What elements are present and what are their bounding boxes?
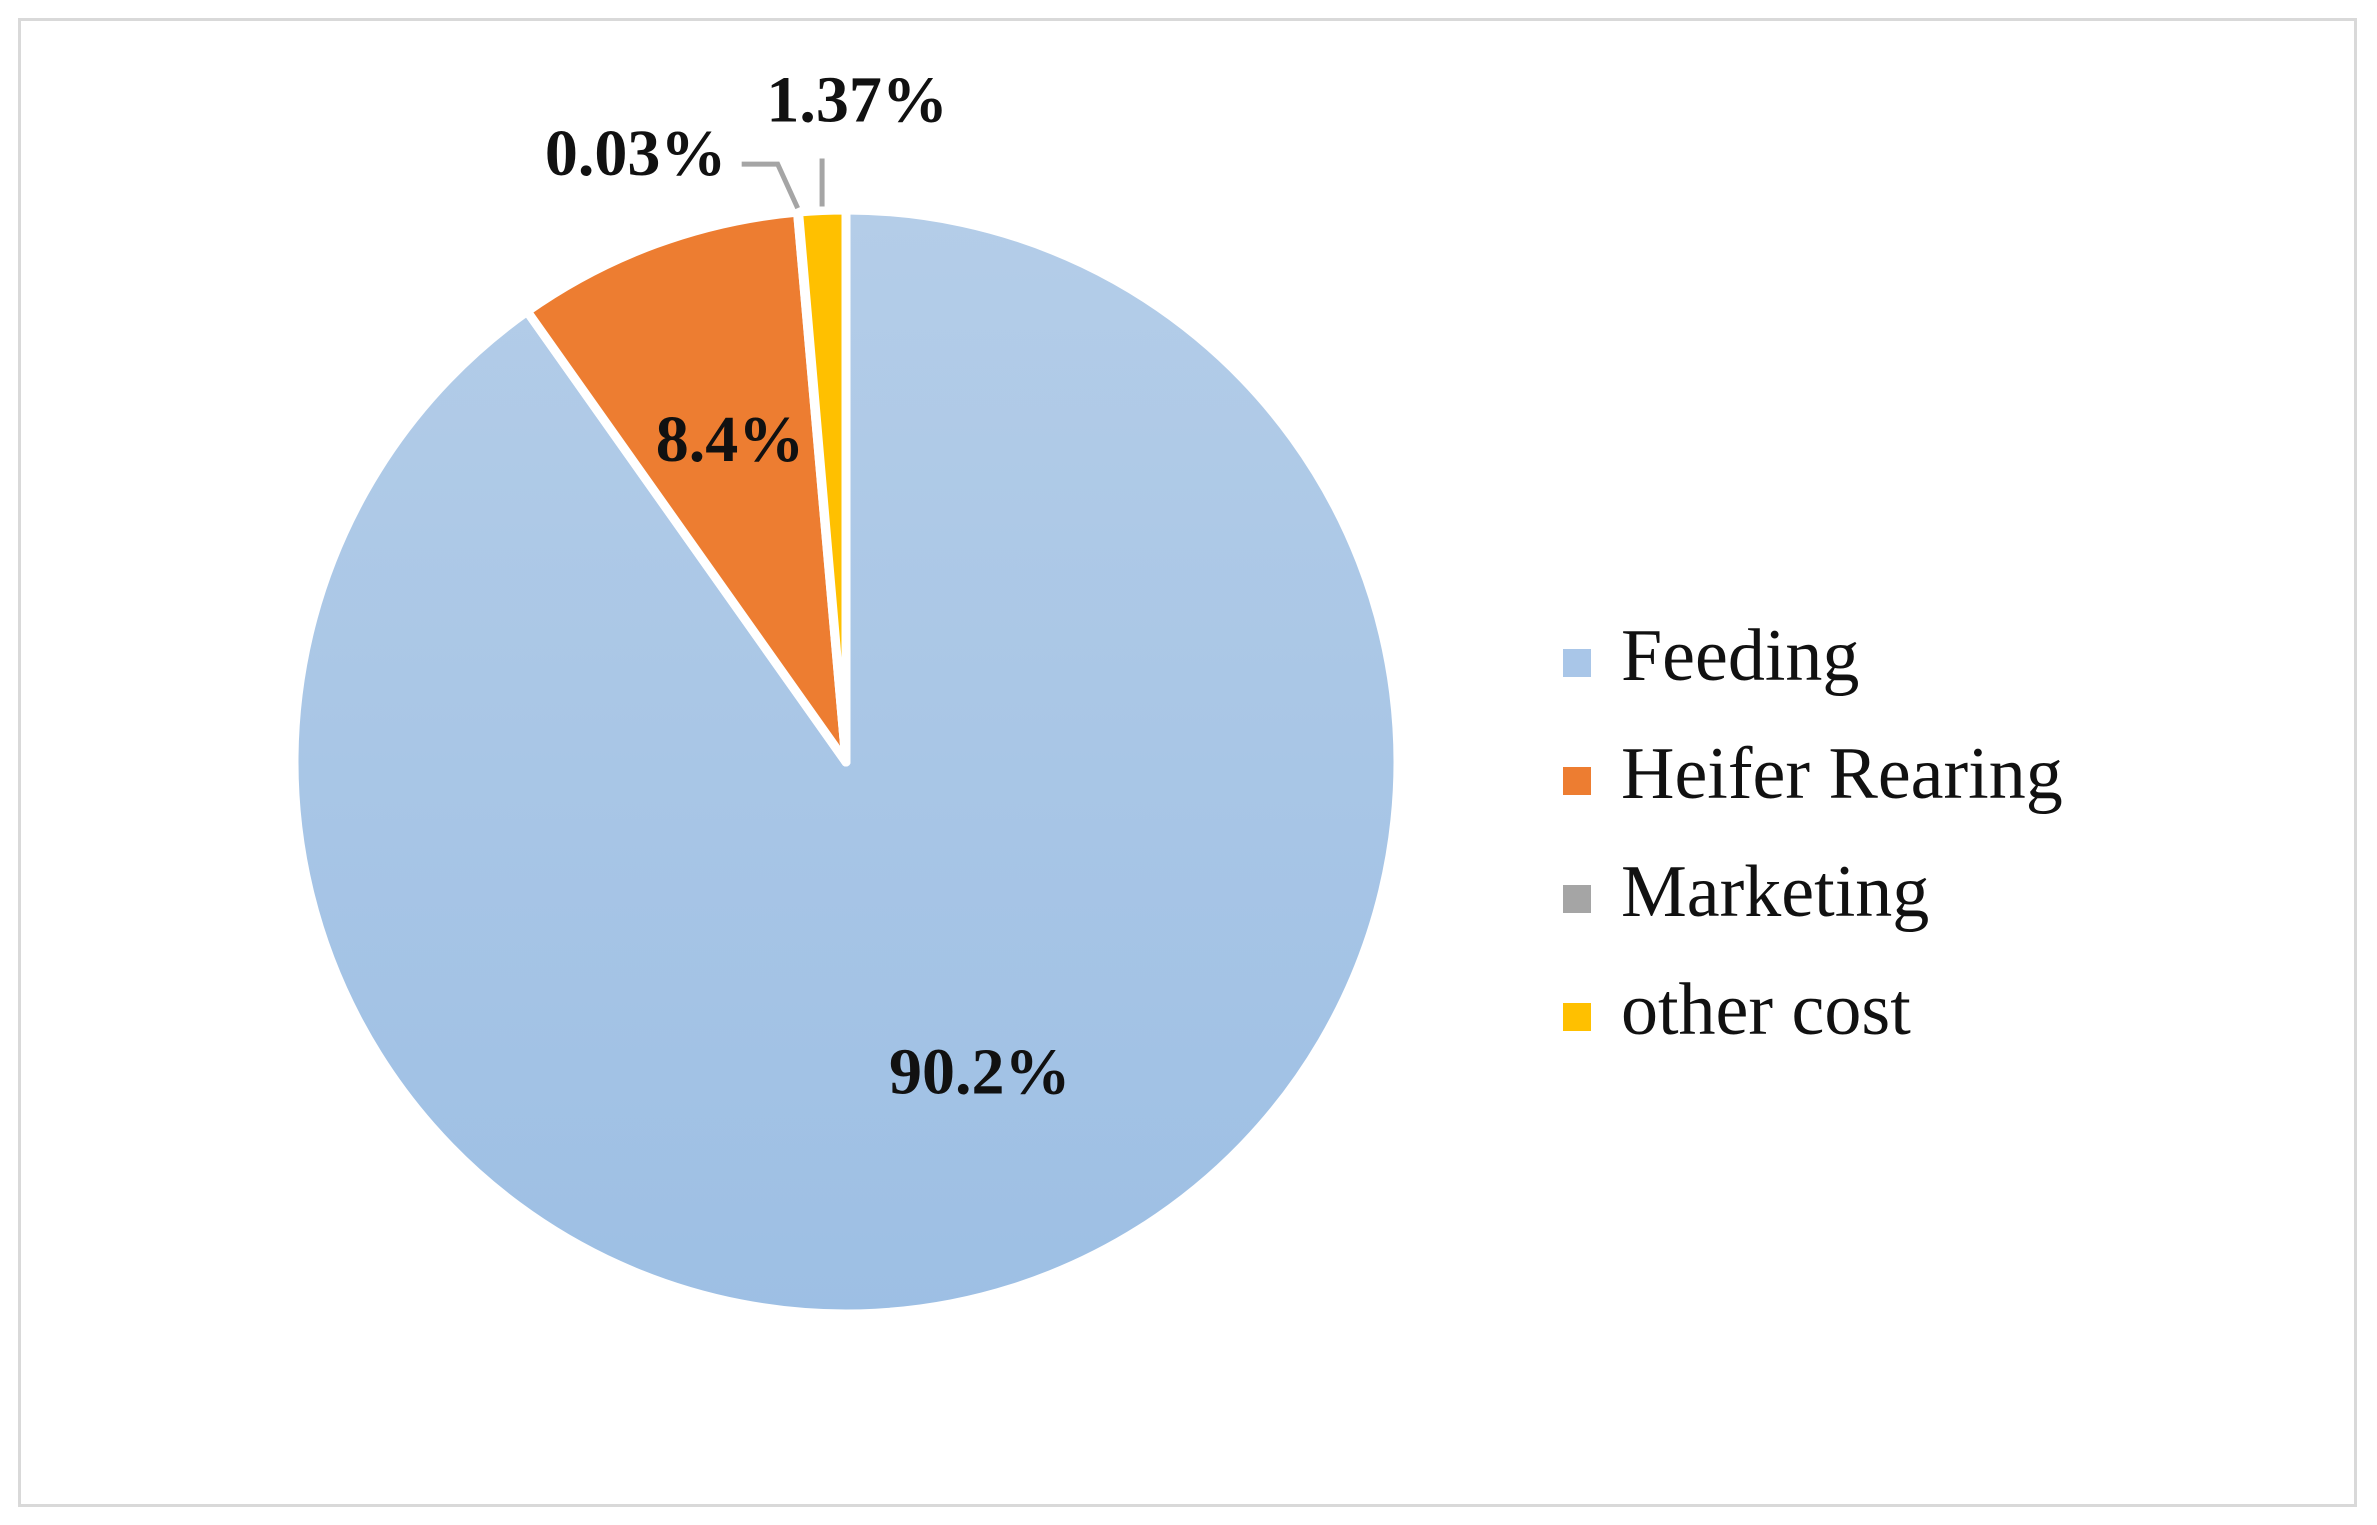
data-label-feeding: 90.2% [889,1035,1071,1108]
legend-label-heifer-rearing: Heifer Rearing [1621,733,2063,815]
pie-slices [289,205,1403,1319]
pie-slice-heifer-rearing [522,207,851,767]
legend-item-feeding: Feeding [1563,615,1859,697]
legend-swatch-marketing [1563,885,1591,913]
data-labels: 90.2% 8.4% 0.03% 1.37% [545,64,1071,1109]
legend: Feeding Heifer Rearing Marketing other cost [1563,615,2063,1051]
legend-item-other-cost: other cost [1563,969,1911,1051]
leader-lines [741,158,825,210]
legend-item-heifer-rearing: Heifer Rearing [1563,733,2063,815]
legend-item-marketing: Marketing [1563,851,1929,933]
data-label-heifer-rearing: 8.4% [656,403,805,476]
leader-line-marketing [741,161,800,210]
legend-label-other-cost: other cost [1621,969,1911,1051]
legend-swatch-heifer-rearing [1563,767,1591,795]
legend-label-feeding: Feeding [1621,615,1859,697]
legend-label-marketing: Marketing [1621,851,1929,933]
legend-swatch-other-cost [1563,1003,1591,1031]
data-label-marketing: 0.03% [545,117,727,190]
pie-slice-other-cost [794,205,851,767]
legend-swatch-feeding [1563,649,1591,677]
data-label-other-cost: 1.37% [766,64,948,137]
